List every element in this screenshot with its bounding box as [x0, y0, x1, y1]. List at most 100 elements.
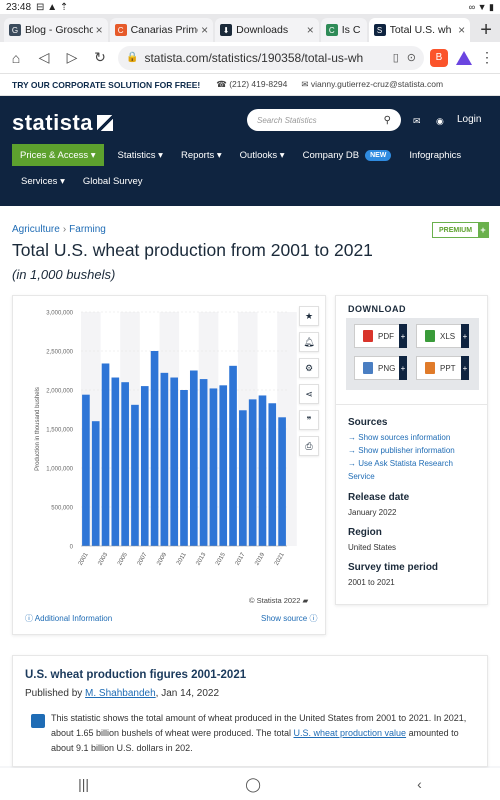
- url-text: statista.com/statistics/190358/total-us-…: [144, 50, 364, 65]
- bar: [160, 372, 169, 546]
- tab-is-c[interactable]: C Is C: [320, 18, 367, 42]
- share-icon[interactable]: ⋖: [299, 384, 319, 404]
- y-tick-label: 2,000,000: [46, 389, 73, 395]
- tab-favicon: ⬇: [220, 24, 233, 36]
- button-label: XLS: [440, 331, 456, 341]
- nav-company-db[interactable]: Company DB: [302, 149, 360, 161]
- back-button-icon[interactable]: ‹: [417, 776, 422, 792]
- nav-reports[interactable]: Reports ▾: [180, 149, 222, 161]
- bar: [278, 417, 286, 546]
- x-tick-label: 2013: [195, 551, 207, 566]
- button-label: PPT: [440, 363, 456, 373]
- bell-icon[interactable]: 🔔︎: [299, 332, 319, 352]
- brave-shield-icon[interactable]: B: [430, 48, 448, 67]
- home-button-icon[interactable]: ◯: [245, 775, 261, 792]
- back-icon[interactable]: ◁: [38, 49, 50, 65]
- download-png-button[interactable]: PNG +: [354, 356, 407, 380]
- search-placeholder: Search Statistics: [257, 115, 317, 125]
- region-value: United States: [348, 543, 397, 552]
- phone-text: ☎ (212) 419-8294: [216, 79, 288, 89]
- plus-icon: +: [461, 356, 469, 380]
- close-icon[interactable]: ×: [201, 23, 209, 37]
- bar: [219, 385, 228, 546]
- star-icon[interactable]: ★: [299, 306, 319, 326]
- clock: 23:48: [6, 1, 32, 13]
- statista-logo[interactable]: statista: [12, 110, 114, 136]
- menu-icon[interactable]: ⋮: [480, 49, 494, 65]
- tab-blog[interactable]: G Blog - Groscho ×: [4, 18, 108, 42]
- plus-icon: +: [478, 223, 489, 237]
- bar: [268, 403, 277, 546]
- android-nav-bar: ||| ◯ ‹: [0, 768, 500, 800]
- login-link[interactable]: Login: [457, 114, 482, 125]
- nav-statistics[interactable]: Statistics ▾: [117, 149, 163, 161]
- search-icon[interactable]: ⚲: [383, 114, 391, 126]
- download-ppt-button[interactable]: PPT +: [416, 356, 469, 380]
- bar: [258, 395, 267, 546]
- nav-infographics[interactable]: Infographics: [409, 149, 462, 161]
- download-icon[interactable]: ⊙: [406, 52, 416, 64]
- close-icon[interactable]: ×: [458, 23, 466, 37]
- email-text: ✉ vianny.gutierrez-cruz@statista.com: [301, 79, 444, 89]
- author-link[interactable]: M. Shahbandeh: [85, 688, 156, 699]
- tab-canarias[interactable]: C Canarias Prime ×: [109, 18, 214, 42]
- quote-icon[interactable]: ❞: [299, 410, 319, 430]
- download-pdf-button[interactable]: PDF +: [354, 324, 407, 348]
- bar: [180, 390, 188, 546]
- bar: [101, 363, 110, 546]
- production-value-link[interactable]: U.S. wheat production value: [293, 728, 407, 738]
- show-publisher-link[interactable]: → Show publisher information: [348, 446, 455, 455]
- additional-info-link[interactable]: ⓘ Additional Information: [25, 614, 113, 623]
- download-xls-button[interactable]: XLS +: [416, 324, 469, 348]
- nav-services[interactable]: Services ▾: [21, 176, 65, 187]
- bar: [111, 377, 120, 546]
- bar: [150, 351, 159, 546]
- settings-icon[interactable]: ⚙: [299, 358, 319, 378]
- chart-card: 0 500,000 1,000,000 1,500,000 2,000,000 2,500…: [12, 295, 326, 635]
- rewards-icon[interactable]: [456, 50, 472, 65]
- reload-icon[interactable]: ↻: [94, 49, 106, 65]
- print-icon[interactable]: ⎙: [299, 436, 319, 456]
- bar: [121, 382, 129, 546]
- tab-downloads[interactable]: ⬇ Downloads ×: [215, 18, 319, 42]
- account-icon[interactable]: ◉: [436, 116, 444, 126]
- y-tick-label: 1,000,000: [46, 467, 73, 473]
- breadcrumb-farming[interactable]: Farming: [69, 224, 106, 235]
- logo-text: statista: [12, 110, 94, 135]
- corporate-link[interactable]: TRY OUR CORPORATE SOLUTION FOR FREE!: [12, 79, 201, 90]
- show-sources-link[interactable]: → Show sources information: [348, 433, 451, 442]
- bar: [91, 421, 100, 546]
- x-tick-label: 2001: [78, 551, 90, 566]
- search-input[interactable]: Search Statistics ⚲: [247, 109, 401, 131]
- forward-icon[interactable]: ▷: [66, 49, 78, 65]
- article-title: U.S. wheat production figures 2001-2021: [25, 669, 247, 681]
- chart-icon: [31, 714, 45, 728]
- tab-statista[interactable]: S Total U.S. wh ×: [368, 18, 471, 42]
- nav-outlooks[interactable]: Outlooks ▾: [239, 149, 285, 161]
- ask-statista-link-cont[interactable]: Service: [348, 472, 375, 481]
- close-icon[interactable]: ×: [306, 23, 314, 37]
- article-card: U.S. wheat production figures 2001-2021 …: [12, 655, 488, 767]
- premium-badge[interactable]: PREMIUM +: [432, 222, 490, 238]
- home-icon[interactable]: ⌂: [11, 49, 21, 66]
- mail-icon[interactable]: ✉: [413, 116, 421, 126]
- y-tick-label: 2,500,000: [46, 350, 73, 356]
- bookmark-icon[interactable]: ▯: [392, 52, 399, 64]
- show-source-link[interactable]: Show source ⓘ: [261, 614, 318, 623]
- link-label: Show publisher information: [358, 446, 455, 455]
- ask-statista-link[interactable]: → Use Ask Statista Research: [348, 459, 453, 468]
- nav-label: Outlooks: [239, 149, 278, 161]
- tab-favicon: C: [114, 24, 127, 36]
- new-tab-button[interactable]: +: [480, 18, 492, 41]
- address-field[interactable]: 🔒 statista.com/statistics/190358/total-u…: [118, 45, 424, 70]
- copyright-text: © Statista 2022: [249, 596, 301, 605]
- close-icon[interactable]: ×: [95, 23, 103, 37]
- corporate-bar: TRY OUR CORPORATE SOLUTION FOR FREE! ☎ (…: [0, 74, 500, 96]
- premium-label: PREMIUM: [439, 226, 473, 234]
- breadcrumb-agriculture[interactable]: Agriculture: [12, 224, 60, 235]
- nav-prices-access[interactable]: Prices & Access ▾: [12, 144, 104, 166]
- article-body: This statistic shows the total amount of…: [51, 711, 471, 756]
- main-content: Agriculture › Farming PREMIUM + Total U.S. …: [0, 206, 500, 767]
- nav-global-survey[interactable]: Global Survey: [82, 176, 143, 187]
- recents-icon[interactable]: |||: [78, 776, 90, 792]
